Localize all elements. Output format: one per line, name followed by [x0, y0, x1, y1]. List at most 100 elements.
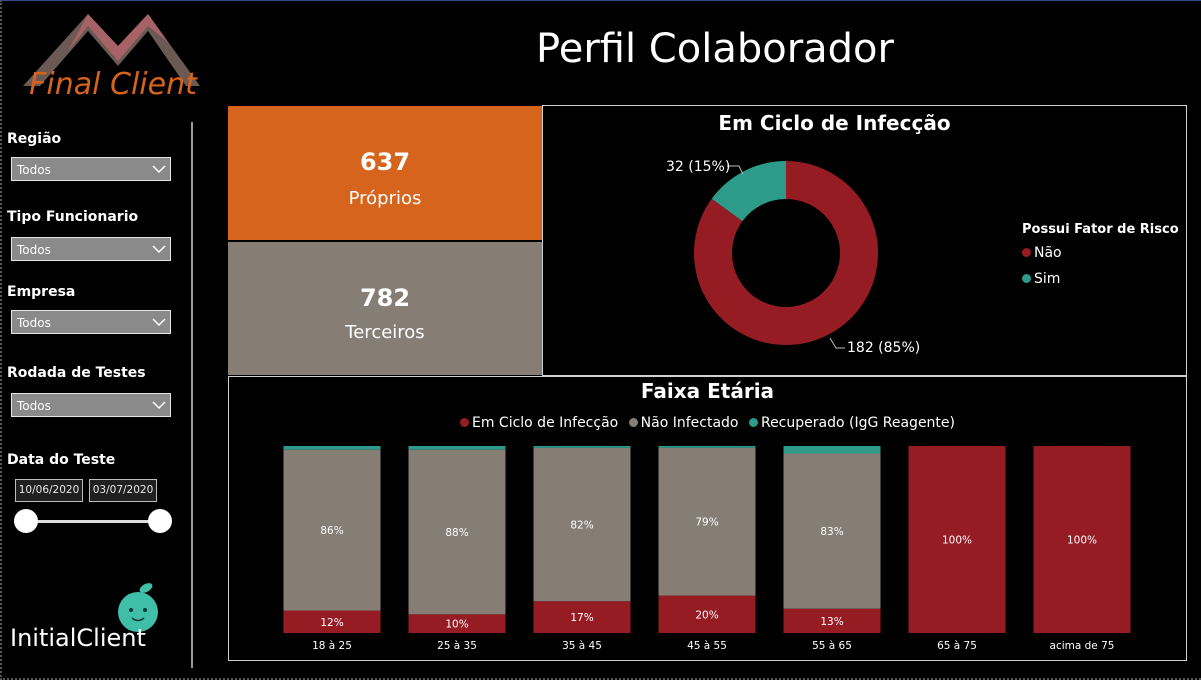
rodada-testes-dropdown[interactable]: Todos [11, 393, 171, 417]
card-terceiros: 782 Terceiros [228, 242, 542, 375]
chevron-down-icon [152, 245, 166, 254]
bar-data-label: 10% [445, 619, 468, 631]
donut-chart [694, 161, 878, 349]
bar-data-label: 79% [695, 517, 718, 529]
card-terceiros-value: 782 [359, 284, 411, 312]
x-tick-label: 55 à 65 [812, 640, 852, 652]
regiao-value: Todos [17, 163, 51, 177]
bar-legend-item-nao-infectado[interactable]: Não Infectado [628, 415, 739, 431]
donut-slice-sim[interactable] [711, 161, 786, 222]
bar-legend-item-recuperado[interactable]: Recuperado (IgG Reagente) [748, 415, 955, 431]
bar-segment-ciclo[interactable] [783, 608, 881, 633]
filter-label-rodada-testes: Rodada de Testes [7, 365, 146, 381]
leader-line-nao [829, 337, 845, 349]
bar-data-label: 20% [695, 609, 718, 621]
bar-data-label: 82% [570, 520, 593, 532]
bar-segment-recuperado[interactable] [408, 446, 506, 450]
donut-legend-title: Possui Fator de Risco [1022, 222, 1179, 237]
card-proprios: 637 Próprios [228, 106, 542, 240]
bar-segment-recuperado[interactable] [783, 446, 881, 454]
donut-slice-no[interactable] [694, 161, 878, 345]
donut-label-nao: 182 (85%) [847, 340, 921, 356]
donut-title: Em Ciclo de Infecção [718, 111, 951, 135]
card-proprios-label: Próprios [348, 188, 422, 209]
initial-client-text: InitialClient [10, 624, 146, 652]
bar-data-label: 100% [1067, 535, 1097, 547]
card-proprios-value: 637 [359, 148, 411, 176]
x-tick-label: acima de 75 [1050, 640, 1115, 652]
bar-segment-recuperado[interactable] [283, 446, 381, 450]
legend-dot-red [1022, 247, 1031, 257]
legend-item-nao[interactable]: Não [1022, 245, 1062, 261]
bar-segment-ciclo[interactable] [533, 601, 631, 633]
legend-dot-red [459, 417, 469, 427]
bar-legend-label-ciclo: Em Ciclo de Infecção [471, 415, 619, 431]
legend-dot-teal [748, 417, 758, 427]
bar-segment-nao-infectado[interactable] [533, 447, 631, 602]
bar-segment-nao-infectado[interactable] [658, 447, 756, 596]
bar-legend: Em Ciclo de Infecção Não Infectado Recup… [229, 415, 1186, 431]
bar-data-label: 13% [820, 616, 843, 628]
legend-dot-teal [1022, 273, 1031, 283]
bar-segment-ciclo[interactable] [283, 610, 381, 633]
date-slider-start-handle[interactable] [14, 509, 38, 533]
bar-legend-label-recuperado: Recuperado (IgG Reagente) [760, 415, 955, 431]
date-end-input[interactable]: 03/07/2020 [89, 479, 157, 502]
legend-dot-gray [628, 417, 638, 427]
date-slider-end-handle[interactable] [148, 509, 172, 533]
final-client-logo: Final Client [23, 14, 200, 102]
bar-segment-nao-infectado[interactable] [283, 449, 381, 611]
x-tick-label: 65 à 75 [937, 640, 977, 652]
bar-segment-ciclo[interactable] [908, 446, 1006, 633]
x-tick-label: 18 à 25 [312, 640, 352, 652]
page-title: Perfil Colaborador [536, 26, 894, 72]
tipo-funcionario-dropdown[interactable]: Todos [11, 237, 171, 261]
bar-data-label: 83% [820, 526, 843, 538]
filter-label-regiao: Região [7, 131, 62, 147]
bar-segment-recuperado[interactable] [533, 446, 631, 448]
bar-legend-label-nao-infectado: Não Infectado [640, 415, 739, 431]
bar-segment-ciclo[interactable] [408, 614, 506, 633]
apple-icon [118, 583, 158, 632]
bar-data-label: 100% [942, 535, 972, 547]
card-terceiros-label: Terceiros [345, 322, 425, 343]
bar-legend-item-ciclo[interactable]: Em Ciclo de Infecção [459, 415, 619, 431]
stacked-bar-chart: 12% 86% 18 à 25 10% 88% 25 à 35 17% 82% 35 à 45 2… [283, 446, 1131, 652]
empresa-value: Todos [17, 316, 51, 330]
donut-panel: Em Ciclo de Infecção 32 (15%) 182 (85%) … [542, 105, 1187, 376]
bar-segment-nao-infectado[interactable] [783, 453, 881, 609]
regiao-dropdown[interactable]: Todos [11, 157, 171, 181]
empresa-dropdown[interactable]: Todos [11, 310, 171, 334]
bar-segment-recuperado[interactable] [658, 446, 756, 448]
logo-text: Final Client [29, 67, 198, 102]
bar-data-label: 88% [445, 527, 468, 539]
bar-segment-ciclo[interactable] [658, 595, 756, 633]
initial-client-logo: InitialClient [10, 583, 158, 652]
tipo-funcionario-value: Todos [17, 243, 51, 257]
leader-line-sim [727, 165, 744, 175]
filter-label-data-teste: Data do Teste [7, 452, 116, 468]
bar-segment-ciclo[interactable] [1033, 446, 1131, 633]
bar-segment-nao-infectado[interactable] [408, 449, 506, 615]
bar-data-label: 86% [320, 525, 343, 537]
legend-label-nao: Não [1034, 245, 1062, 261]
filter-label-empresa: Empresa [7, 284, 76, 300]
chevron-down-icon [152, 165, 166, 174]
bar-panel: Faixa Etária Em Ciclo de Infecção Não In… [228, 376, 1187, 661]
date-slider-track[interactable] [26, 520, 160, 523]
donut-label-sim: 32 (15%) [666, 159, 731, 175]
rodada-testes-value: Todos [17, 399, 51, 413]
x-tick-label: 45 à 55 [687, 640, 727, 652]
x-tick-label: 25 à 35 [437, 640, 477, 652]
bar-data-label: 12% [320, 617, 343, 629]
sidebar-divider [191, 122, 193, 668]
legend-item-sim[interactable]: Sim [1022, 271, 1060, 287]
x-tick-label: 35 à 45 [562, 640, 602, 652]
legend-label-sim: Sim [1034, 271, 1061, 287]
filter-label-tipo-funcionario: Tipo Funcionario [7, 209, 139, 225]
chevron-down-icon [152, 401, 166, 410]
date-start-input[interactable]: 10/06/2020 [15, 479, 83, 502]
chevron-down-icon [152, 318, 166, 327]
bar-title: Faixa Etária [640, 379, 775, 403]
bar-data-label: 17% [570, 612, 593, 624]
